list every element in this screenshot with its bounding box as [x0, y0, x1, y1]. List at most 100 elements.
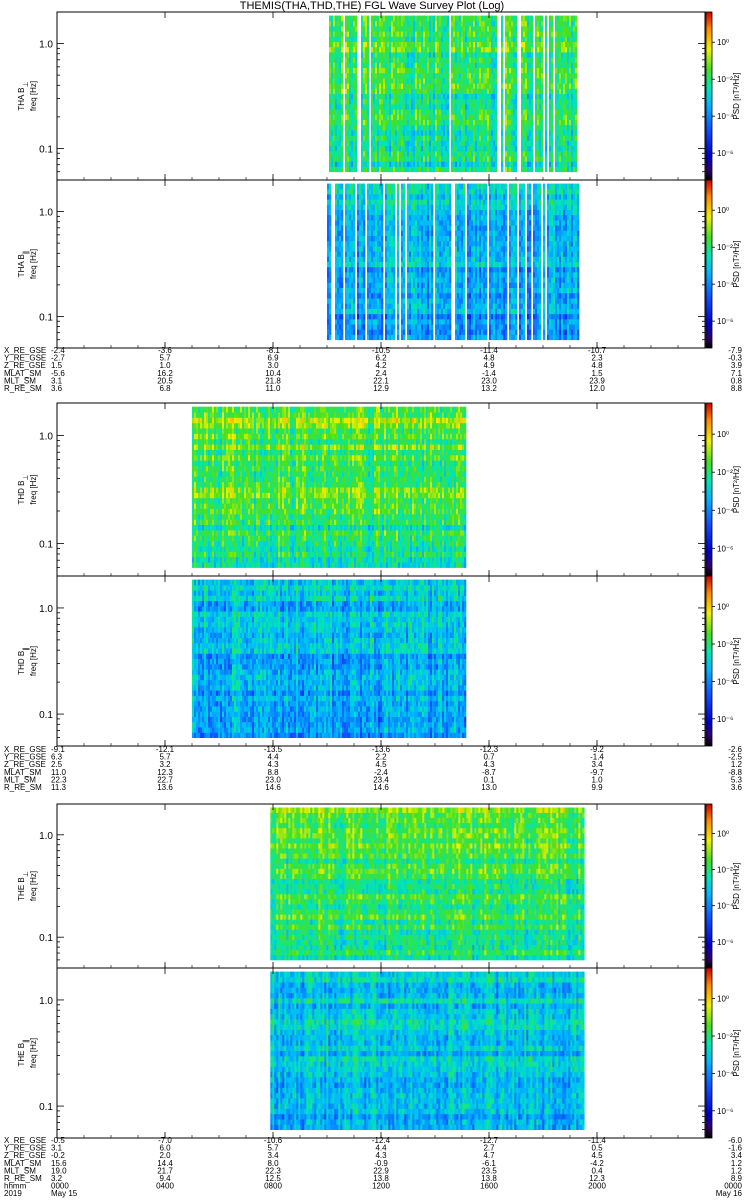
- spectrogram-cell: [423, 314, 425, 320]
- spectrogram-cell: [453, 16, 455, 22]
- spectrogram-cell: [339, 230, 341, 236]
- spectrogram-cell: [455, 272, 457, 278]
- spectrogram-cell: [531, 161, 533, 167]
- spectrogram-cell: [449, 194, 451, 200]
- spectrogram-cell: [439, 125, 441, 131]
- spectrogram-cell: [375, 57, 377, 63]
- spectrogram-cell: [379, 189, 381, 195]
- spectrogram-cell: [531, 26, 533, 32]
- spectrogram-cell: [375, 298, 377, 304]
- spectrogram-cell: [443, 194, 445, 200]
- spectrogram-cell: [425, 36, 427, 42]
- spectrogram-cell: [541, 141, 543, 147]
- spectrogram-cell: [529, 109, 531, 115]
- spectrogram-cell: [329, 220, 331, 226]
- spectrogram-cell: [475, 156, 477, 162]
- spectrogram-cell: [461, 146, 463, 152]
- spectrogram-cell: [441, 184, 443, 190]
- spectrogram-cell: [477, 47, 479, 53]
- spectrogram-cell: [387, 161, 389, 167]
- spectrogram-cell: [557, 114, 559, 120]
- spectrogram-cell: [467, 151, 469, 157]
- spectrogram-cell: [495, 36, 497, 42]
- spectrogram-cell: [403, 36, 405, 42]
- spectrogram-cell: [451, 146, 453, 152]
- spectrogram-cell: [439, 319, 441, 325]
- spectrogram-cell: [389, 125, 391, 131]
- spectrogram-cell: [447, 135, 449, 141]
- spectrogram-cell: [469, 31, 471, 37]
- spectrogram-cell: [511, 141, 513, 147]
- spectrogram-cell: [435, 36, 437, 42]
- spectrogram-cell: [387, 246, 389, 252]
- spectrogram-cell: [447, 88, 449, 94]
- spectrogram-cell: [363, 42, 365, 48]
- spectrogram-cell: [441, 319, 443, 325]
- spectrogram-cell: [573, 52, 575, 58]
- spectrogram-cell: [337, 16, 339, 22]
- spectrogram-cell: [445, 135, 447, 141]
- spectrogram-cell: [335, 125, 337, 131]
- spectrogram-cell: [391, 324, 393, 330]
- spectrogram-cell: [561, 130, 563, 136]
- spectrogram-cell: [329, 230, 331, 236]
- spectrogram-cell: [339, 47, 341, 53]
- spectrogram-cell: [373, 83, 375, 89]
- spectrogram-cell: [531, 47, 533, 53]
- spectrogram-cell: [433, 88, 435, 94]
- spectrogram-cell: [395, 120, 397, 126]
- spectrogram-cell: [537, 125, 539, 131]
- spectrogram-cell: [339, 109, 341, 115]
- spectrogram-cell: [341, 151, 343, 157]
- spectrogram-cell: [461, 16, 463, 22]
- spectrogram-cell: [407, 282, 409, 288]
- spectrogram-cell: [429, 199, 431, 205]
- spectrogram-cell: [397, 256, 399, 262]
- spectrogram-cell: [329, 210, 331, 216]
- spectrogram-cell: [415, 26, 417, 32]
- spectrogram-cell: [571, 42, 573, 48]
- spectrogram-cell: [509, 120, 511, 126]
- spectrogram-cell: [339, 251, 341, 257]
- spectrogram-cell: [397, 141, 399, 147]
- spectrogram-cell: [423, 241, 425, 247]
- spectrogram-cell: [525, 21, 527, 27]
- spectrogram-cell: [357, 314, 359, 320]
- spectrogram-cell: [447, 68, 449, 74]
- spectrogram-cell: [417, 99, 419, 105]
- spectrogram-cell: [381, 277, 383, 283]
- spectrogram-cell: [459, 62, 461, 68]
- spectrogram-cell: [457, 161, 459, 167]
- spectrogram-cell: [341, 246, 343, 252]
- spectrogram-cell: [367, 309, 369, 315]
- spectrogram-cell: [417, 194, 419, 200]
- spectrogram-cell: [381, 256, 383, 262]
- spectrogram-cell: [435, 225, 437, 231]
- spectrogram-cell: [429, 215, 431, 221]
- spectrogram-cell: [441, 262, 443, 268]
- spectrogram-cell: [521, 47, 523, 53]
- spectrogram-cell: [521, 161, 523, 167]
- spectrogram-cell: [385, 73, 387, 79]
- spectrogram-cell: [375, 73, 377, 79]
- spectrogram-cell: [393, 141, 395, 147]
- spectrogram-cell: [413, 78, 415, 84]
- spectrogram-cell: [329, 161, 331, 167]
- spectrogram-cell: [505, 68, 507, 74]
- spectrogram-cell: [505, 114, 507, 120]
- spectrogram-cell: [393, 135, 395, 141]
- spectrogram-cell: [347, 83, 349, 89]
- spectrogram-cell: [413, 277, 415, 283]
- spectrogram-cell: [367, 88, 369, 94]
- spectrogram-cell: [347, 210, 349, 216]
- spectrogram-cell: [523, 88, 525, 94]
- spectrogram-cell: [421, 184, 423, 190]
- spectrogram-cell: [511, 146, 513, 152]
- spectrogram-cell: [453, 57, 455, 63]
- spectrogram-cell: [525, 73, 527, 79]
- spectrogram-cell: [441, 189, 443, 195]
- spectrogram-cell: [407, 189, 409, 195]
- spectrogram-cell: [539, 78, 541, 84]
- spectrogram-cell: [397, 272, 399, 278]
- spectrogram-cell: [475, 68, 477, 74]
